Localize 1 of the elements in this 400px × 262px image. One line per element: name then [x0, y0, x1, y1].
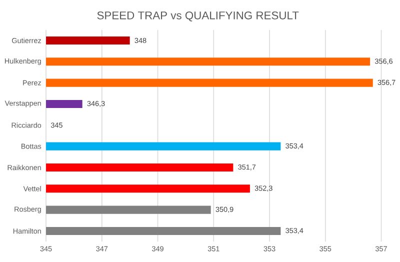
chart-title: SPEED TRAP vs QUALIFYING RESULT: [97, 11, 299, 22]
